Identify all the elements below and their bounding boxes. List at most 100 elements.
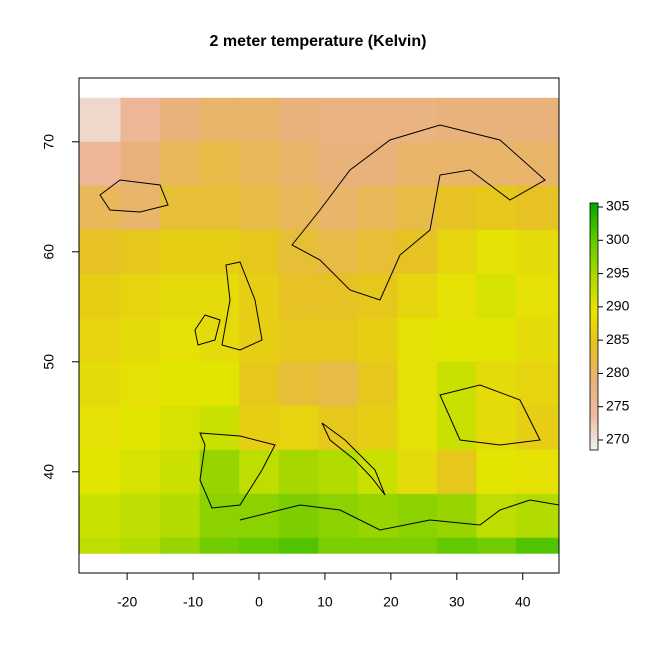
raster-cell <box>239 273 280 319</box>
colorbar-tick-label: 295 <box>606 264 630 280</box>
raster-cell <box>318 185 359 231</box>
raster-cell <box>199 537 240 554</box>
raster-cell <box>397 361 438 407</box>
raster-cell <box>239 97 280 143</box>
colorbar-tick-label: 290 <box>606 298 630 314</box>
raster-cell <box>79 493 122 539</box>
raster-cell <box>437 537 478 554</box>
raster-cell <box>437 449 478 495</box>
raster <box>79 97 560 554</box>
raster-cell <box>199 97 240 143</box>
raster-cell <box>239 141 280 187</box>
raster-cell <box>476 449 517 495</box>
raster-cell <box>357 97 398 143</box>
raster-cell <box>160 405 201 451</box>
colorbar <box>589 202 599 451</box>
raster-cell <box>120 405 161 451</box>
x-tick-label: 10 <box>317 594 333 610</box>
coastlines <box>99 124 560 531</box>
raster-cell <box>79 317 122 363</box>
raster-cell <box>397 405 438 451</box>
raster-cell <box>357 405 398 451</box>
raster-cell <box>397 317 438 363</box>
raster-cell <box>278 405 319 451</box>
raster-cell <box>160 317 201 363</box>
raster-cell <box>199 229 240 275</box>
raster-cell <box>397 537 438 554</box>
raster-cell <box>239 361 280 407</box>
raster-cell <box>79 405 122 451</box>
raster-cell <box>160 185 201 231</box>
raster-cell <box>318 537 359 554</box>
raster-cell <box>120 361 161 407</box>
raster-cell <box>120 97 161 143</box>
x-tick-label: -20 <box>117 594 137 610</box>
raster-cell <box>120 141 161 187</box>
raster-cell <box>516 97 560 143</box>
raster-cell <box>160 361 201 407</box>
raster-cell <box>476 537 517 554</box>
raster-cell <box>516 317 560 363</box>
raster-cell <box>199 449 240 495</box>
raster-cell <box>79 361 122 407</box>
raster-cell <box>278 537 319 554</box>
raster-cell <box>476 317 517 363</box>
raster-cell <box>239 405 280 451</box>
x-tick-label: 30 <box>449 594 465 610</box>
colorbar-tick-label: 280 <box>606 364 630 380</box>
raster-cell <box>239 229 280 275</box>
raster-cell <box>357 273 398 319</box>
raster-cell <box>318 361 359 407</box>
raster-cell <box>79 185 122 231</box>
raster-cell <box>278 361 319 407</box>
raster-cell <box>199 141 240 187</box>
raster-cell <box>437 317 478 363</box>
raster-cell <box>199 361 240 407</box>
raster-cell <box>278 317 319 363</box>
raster-cell <box>318 97 359 143</box>
raster-cell <box>357 229 398 275</box>
raster-cell <box>476 229 517 275</box>
colorbar-tick-label: 300 <box>606 231 630 247</box>
coastline <box>99 179 169 213</box>
coastline <box>321 422 386 496</box>
raster-cell <box>199 405 240 451</box>
raster-cell <box>476 273 517 319</box>
raster-cell <box>437 405 478 451</box>
raster-cell <box>160 97 201 143</box>
raster-cell <box>357 449 398 495</box>
coastline <box>199 432 276 509</box>
raster-cell <box>120 273 161 319</box>
raster-cell <box>160 229 201 275</box>
raster-cell <box>516 273 560 319</box>
raster-cell <box>397 493 438 539</box>
raster-cell <box>318 449 359 495</box>
colorbar-tick-label: 275 <box>606 397 630 413</box>
raster-cell <box>278 273 319 319</box>
x-tick-label: 0 <box>255 594 263 610</box>
raster-cell <box>278 449 319 495</box>
raster-cell <box>318 273 359 319</box>
coastline <box>439 384 541 446</box>
raster-cell <box>437 229 478 275</box>
raster-cell <box>79 229 122 275</box>
raster-cell <box>437 273 478 319</box>
raster-cell <box>79 97 122 143</box>
raster-cell <box>516 493 560 539</box>
raster-cell <box>278 141 319 187</box>
colorbar-tick-label: 305 <box>606 198 630 214</box>
raster-cell <box>437 493 478 539</box>
coastline <box>221 261 263 351</box>
raster-cell <box>397 273 438 319</box>
raster-cell <box>278 493 319 539</box>
raster-cell <box>199 273 240 319</box>
raster-cell <box>476 97 517 143</box>
raster-cell <box>516 185 560 231</box>
raster-cell <box>278 185 319 231</box>
raster-cell <box>160 273 201 319</box>
y-tick-label: 40 <box>41 464 57 480</box>
raster-cell <box>516 229 560 275</box>
raster-cell <box>397 141 438 187</box>
raster-cell <box>160 141 201 187</box>
